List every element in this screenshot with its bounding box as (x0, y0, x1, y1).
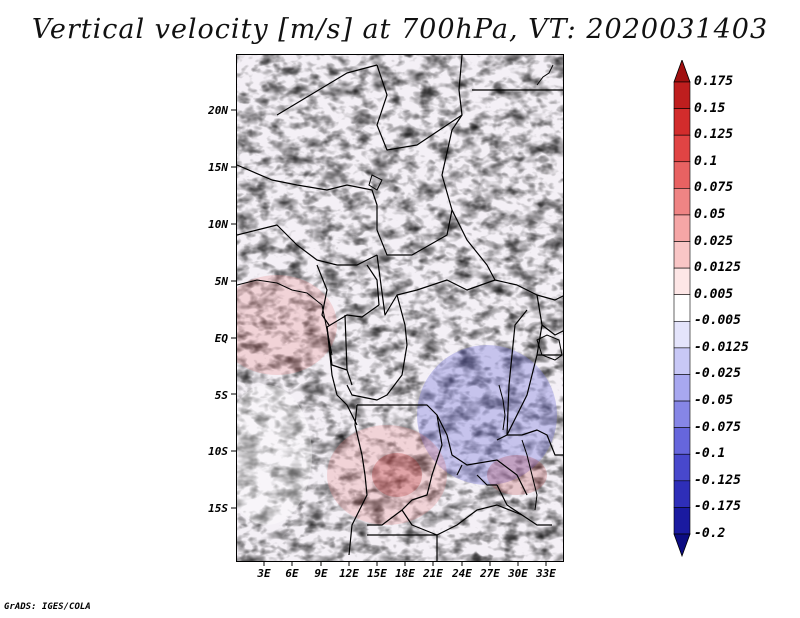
colorbar-label: -0.125 (694, 472, 741, 488)
grads-credit: GrADS: IGES/COLA (4, 602, 91, 612)
colorbar-label: 0.005 (694, 286, 734, 302)
colorbar-segment (673, 108, 691, 136)
colorbar-label: -0.005 (694, 313, 741, 329)
colorbar-segment (673, 161, 691, 189)
lat-label-15n: 15N (208, 161, 228, 174)
colorbar-segment (673, 188, 691, 216)
colorbar-segment (673, 320, 691, 349)
colorbar-label: 0.15 (694, 100, 726, 116)
lon-label-21e: 21E (423, 567, 443, 580)
lat-label-5s: 5S (214, 389, 228, 402)
colorbar-segment (673, 400, 691, 428)
country-boundaries (237, 55, 563, 561)
colorbar-segment (673, 214, 691, 242)
colorbar-segment (673, 374, 691, 402)
lon-label-12e: 12E (339, 567, 359, 580)
colorbar-segment (673, 533, 691, 558)
colorbar-segment (673, 241, 691, 269)
colorbar-label: 0.175 (694, 74, 734, 89)
colorbar-label: 0.125 (694, 127, 734, 143)
colorbar-segment (673, 267, 691, 296)
colorbar-label: -0.025 (694, 366, 741, 382)
colorbar-label: -0.1 (694, 446, 726, 462)
colorbar-label: -0.05 (694, 393, 734, 409)
lon-label-18e: 18E (395, 567, 415, 580)
lon-label-9e: 9E (314, 567, 328, 580)
lon-label-15e: 15E (367, 567, 387, 580)
lat-label-15s: 15S (208, 502, 228, 515)
colorbar-segment (673, 60, 691, 83)
colorbar-label: -0.175 (694, 499, 741, 515)
lon-label-27e: 27E (480, 567, 500, 580)
colorbar-segment (673, 134, 691, 163)
lat-label-10n: 10N (208, 218, 228, 231)
colorbar-label: 0.075 (694, 180, 734, 196)
lon-label-24e: 24E (452, 567, 472, 580)
colorbar-label: -0.2 (694, 526, 726, 541)
lat-label-10s: 10S (208, 445, 228, 458)
colorbar-segment (673, 480, 691, 508)
lat-label-eq: EQ (214, 332, 228, 345)
lon-label-30e: 30E (508, 567, 528, 580)
colorbar-segment (673, 294, 691, 322)
lon-ticks (263, 561, 547, 566)
colorbar-segment (673, 507, 691, 535)
lat-label-5n: 5N (214, 275, 228, 288)
coastlines-lakes (237, 64, 563, 511)
colorbar (673, 60, 691, 558)
colorbar-segment (673, 81, 691, 109)
colorbar-segment (673, 453, 691, 482)
colorbar-label: 0.0125 (694, 260, 741, 276)
lat-ticks (231, 109, 237, 509)
lat-label-20n: 20N (208, 104, 228, 117)
colorbar-segment (673, 427, 691, 455)
map-plot-area (236, 54, 564, 562)
colorbar-label: -0.075 (694, 419, 741, 435)
map-title: Vertical velocity [m/s] at 700hPa, VT: 2… (31, 14, 769, 45)
vertical-velocity-field (237, 55, 563, 561)
lon-label-3e: 3E (257, 567, 271, 580)
colorbar-label: 0.05 (694, 206, 726, 222)
colorbar-label: 0.1 (694, 153, 718, 169)
lon-label-33e: 33E (536, 567, 556, 580)
colorbar-segment (673, 347, 691, 375)
colorbar-label: 0.025 (694, 233, 734, 249)
colorbar-label: -0.0125 (694, 339, 749, 355)
lon-label-6e: 6E (285, 567, 299, 580)
